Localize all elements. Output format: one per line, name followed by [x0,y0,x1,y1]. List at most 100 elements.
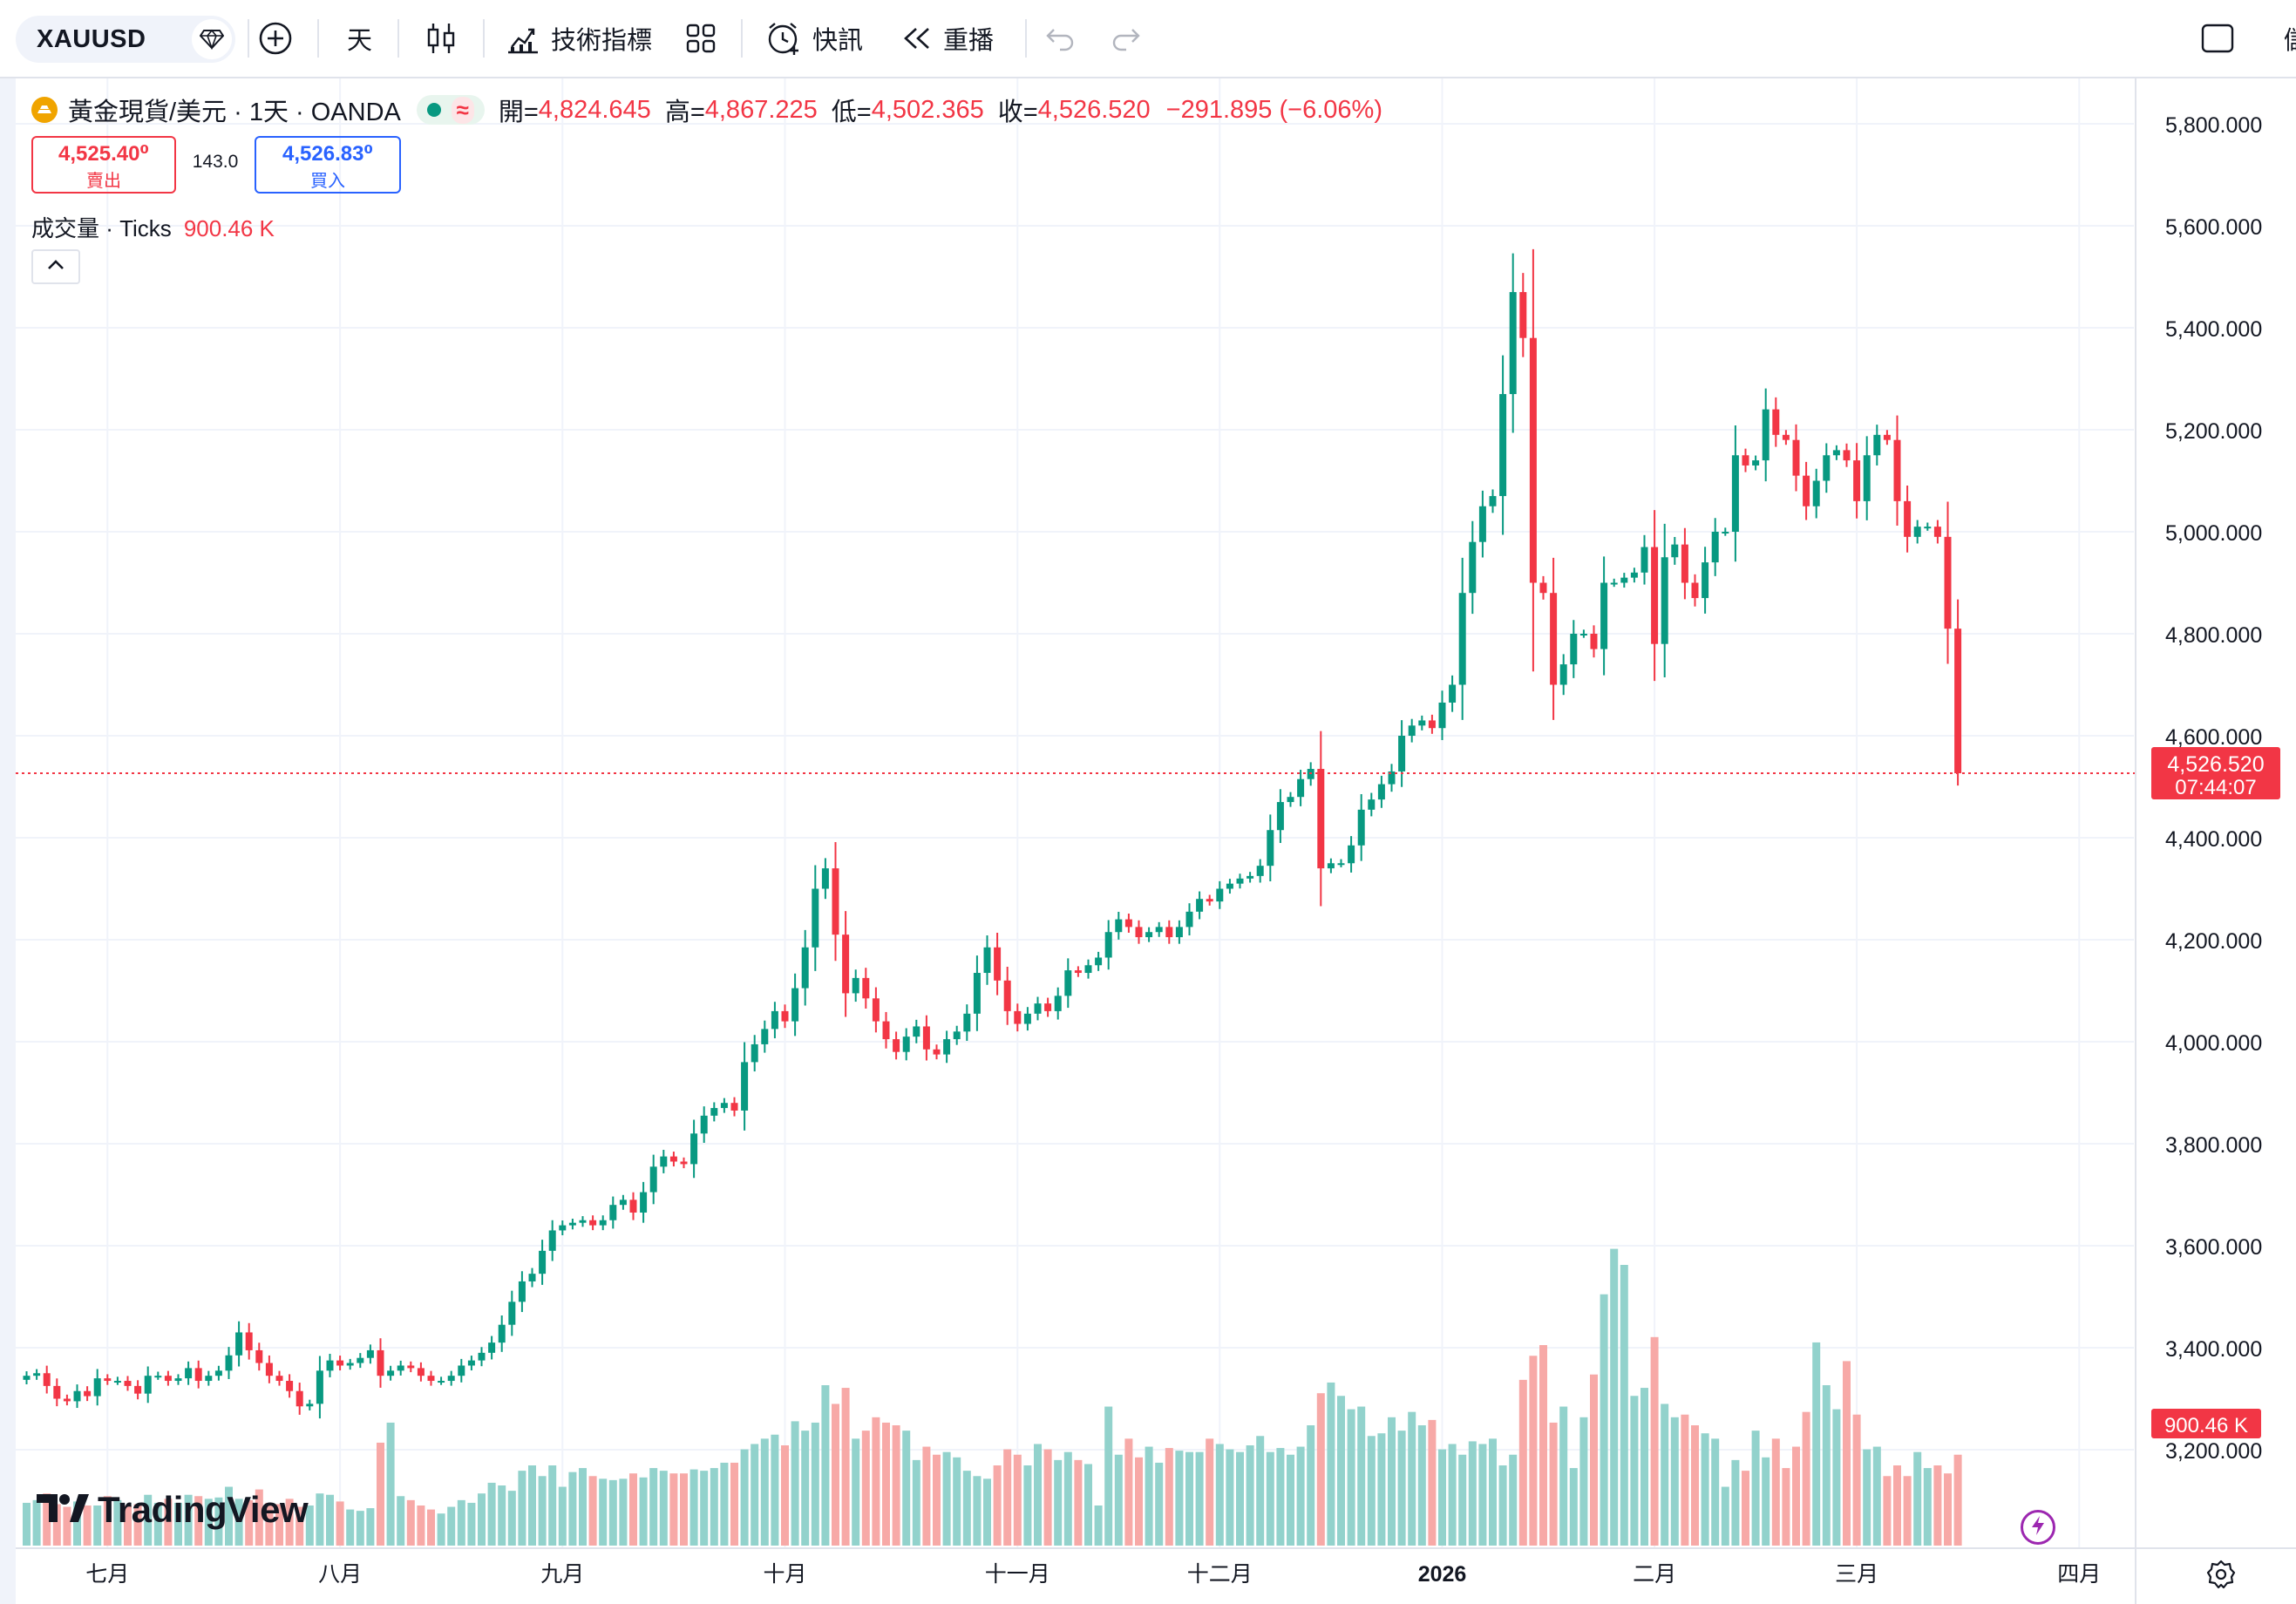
volume-bar [1822,1385,1831,1546]
volume-bar [801,1431,810,1546]
chevron-up-icon [46,259,65,275]
undo-icon [1044,25,1076,51]
low-value: 4,502.365 [871,95,984,124]
layouts-button[interactable] [685,0,717,77]
data-delay-icon: ≈ [451,96,474,124]
volume-bar [1872,1446,1881,1546]
y-tick-label: 3,200.000 [2165,1439,2262,1464]
candle-body [316,1370,323,1404]
symbol-search-button[interactable]: XAUUSD [16,16,235,63]
volume-bar [184,1494,193,1546]
candle-body [1003,980,1011,1011]
sell-price: 4,525.40⁰ [58,142,149,166]
candle-body [1913,527,1921,537]
candle-body [801,947,809,989]
volume-bar [720,1462,729,1546]
candle-body [1327,863,1335,869]
volume-bar [882,1422,890,1546]
y-tick-label: 4,200.000 [2165,929,2262,954]
candle-body [144,1376,152,1394]
replay-button[interactable]: 重播 [901,0,994,77]
volume-bar [689,1469,698,1546]
candle-body [619,1200,627,1206]
add-symbol-button[interactable] [258,0,293,77]
alert-button[interactable]: 快訊 [765,0,863,77]
volume-bar [1903,1476,1912,1546]
candle-body [1256,866,1264,876]
indicators-button[interactable]: 技術指標 [506,0,652,77]
change-value: −291.895 (−6.06%) [1165,95,1382,124]
candle-body [1731,455,1739,532]
volume-bar [386,1422,395,1546]
candle-body [1863,455,1871,501]
volume-bar [1549,1422,1558,1546]
fullscreen-button[interactable] [2200,0,2235,77]
candles-icon [425,21,457,56]
candle-body [893,1039,900,1052]
volume-bar [397,1496,405,1546]
save-button[interactable]: 儲 [2284,0,2296,77]
candle-body [1539,582,1547,594]
volume-bar [1367,1436,1376,1546]
collapse-legend-button[interactable] [31,249,80,284]
x-tick-label: 四月 [2057,1562,2101,1587]
candle-body [1115,919,1123,933]
volume-bar [1327,1382,1335,1546]
x-tick-label: 九月 [540,1562,584,1587]
candle-body [447,1376,455,1382]
undo-button[interactable] [1044,0,1076,77]
volume-bar [1357,1406,1366,1546]
volume-bar [1417,1425,1426,1546]
candle-body [1924,527,1932,529]
candle-body [1823,455,1831,481]
legend-title[interactable]: 黃金現貨/美元 · 1天 · OANDA [68,99,401,126]
candle-body [1772,409,1780,435]
candle-body [761,1029,769,1044]
quick-trade-button[interactable] [2021,1510,2055,1545]
candle-body [73,1390,81,1402]
volume-bar [619,1478,628,1546]
candle-body [1722,532,1729,534]
chart-panel[interactable]: 5,800.000 5,600.000 5,400.000 5,200.000 5,00… [16,78,2296,1604]
candle-body [275,1376,283,1382]
redo-button[interactable] [1111,0,1142,77]
volume-bar [1711,1438,1720,1546]
sell-button[interactable]: 4,525.40⁰ 賣出 [31,136,176,194]
volume-bar [700,1471,709,1546]
chart-type-button[interactable] [425,0,457,77]
high-key: 高= [664,99,705,126]
volume-bar [1408,1411,1416,1546]
candle-body [1550,593,1558,685]
candle-body [1620,577,1628,583]
diamond-icon[interactable] [192,19,232,59]
candle-body [438,1381,445,1383]
candle-body [346,1363,354,1366]
price-chart[interactable]: 5,800.000 5,600.000 5,400.000 5,200.000 5,00… [16,78,2296,1604]
chart-settings-button[interactable] [2205,1559,2237,1590]
buy-button[interactable]: 4,526.83⁰ 買入 [255,136,401,194]
candle-body [1175,927,1183,938]
x-tick-label: 三月 [1835,1562,1878,1587]
toolbar-divider [1025,19,1027,58]
candle-body [1236,878,1244,884]
volume-bar [447,1506,456,1546]
volume-bar [861,1431,870,1546]
candle-body [589,1220,597,1226]
volume-legend[interactable]: 成交量 · Ticks 900.46 K [31,211,275,243]
volume-bar [437,1513,445,1546]
market-status[interactable]: ≈ [416,95,485,125]
volume-bar [599,1478,608,1546]
volume-bar [791,1421,799,1546]
alarm-clock-icon [765,20,802,57]
candle-body [1489,496,1497,506]
volume-bar [1802,1411,1810,1546]
candle-body [1933,527,1941,537]
candle-body [1348,845,1355,864]
candle-body [1651,547,1659,644]
volume-bar [518,1471,526,1546]
interval-button[interactable]: 天 [347,0,372,77]
tradingview-watermark[interactable]: TradingView [35,1489,309,1531]
toolbar-divider [741,19,743,58]
candle-body [680,1161,688,1165]
candle-body [1600,582,1608,649]
